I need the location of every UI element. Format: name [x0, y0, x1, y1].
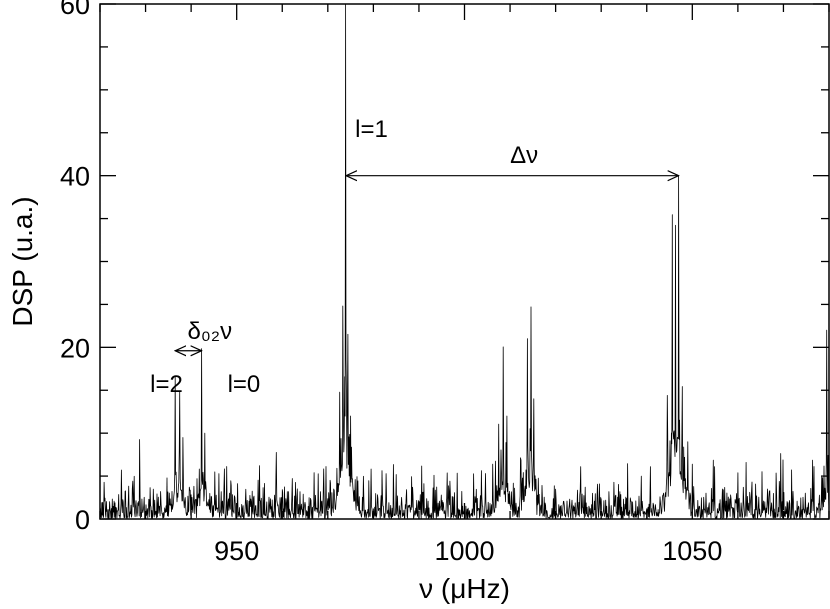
annotation-4: δ₀₂ν [187, 318, 232, 345]
tick-labels: 950 1000 1050 0 20 40 60 [60, 0, 722, 566]
plot-frame [99, 3, 830, 520]
y-tick-label: 40 [60, 162, 90, 192]
y-tick-label: 0 [75, 505, 90, 535]
spectrum-series [99, 3, 830, 520]
y-tick-label: 60 [60, 0, 90, 20]
y-axis-label: DSP (u.a.) [7, 196, 38, 326]
annotation-0: l=2 [150, 371, 183, 398]
x-tick-label: 1000 [434, 536, 494, 566]
annotations: l=2 l=0 l=1 Δν δ₀₂ν [150, 116, 679, 398]
axis-ticks [99, 3, 830, 520]
annotation-1: l=0 [228, 371, 261, 398]
annotation-3: Δν [510, 142, 538, 169]
y-tick-label: 20 [60, 333, 90, 363]
spectrum-line [99, 3, 830, 520]
annotation-2: l=1 [355, 116, 388, 143]
x-tick-label: 1050 [662, 536, 722, 566]
x-axis-label: ν (μHz) [419, 573, 510, 604]
x-tick-label: 950 [214, 536, 259, 566]
